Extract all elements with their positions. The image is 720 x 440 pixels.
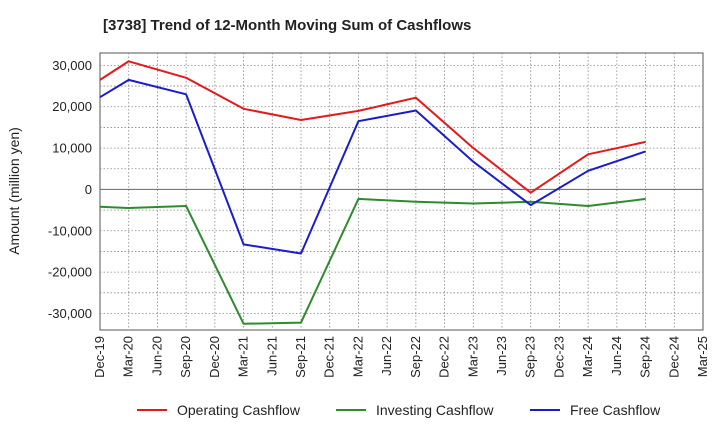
x-tick-label: Dec-23 [551, 336, 566, 378]
series-line-free-cashflow [99, 78, 646, 255]
x-tick-label: Sep-20 [178, 336, 193, 378]
x-tick-labels: Dec-19 Mar-20 Jun-20 Sep-20 Dec-20 Mar-21 Jun-… [92, 336, 710, 378]
y-axis-label: Amount (million yen) [6, 127, 22, 255]
x-tick-label: Sep-23 [523, 336, 538, 378]
legend-label: Free Cashflow [570, 402, 661, 418]
x-tick-label: Jun-23 [494, 336, 509, 376]
y-tick-label: -30,000 [48, 306, 92, 321]
y-tick-label: 10,000 [52, 141, 92, 156]
series-line-investing-cashflow [99, 197, 646, 325]
x-tick-label: Mar-23 [465, 336, 480, 377]
x-tick-label: Dec-24 [666, 336, 681, 378]
x-tick-label: Jun-20 [149, 336, 164, 376]
x-tick-label: Mar-20 [121, 336, 136, 377]
x-tick-label: Mar-24 [580, 336, 595, 377]
x-tick-label: Mar-25 [695, 336, 710, 377]
x-tick-label: Dec-22 [437, 336, 452, 378]
legend-label: Investing Cashflow [376, 402, 494, 418]
x-tick-label: Sep-22 [408, 336, 423, 378]
series-line-operating-cashflow [99, 60, 646, 194]
x-tick-label: Jun-21 [264, 336, 279, 376]
y-tick-label: -20,000 [48, 265, 92, 280]
legend: Operating Cashflow Investing Cashflow Free… [137, 402, 661, 418]
grid [100, 53, 703, 330]
x-tick-label: Sep-21 [293, 336, 308, 378]
x-tick-label: Sep-24 [638, 336, 653, 378]
x-tick-label: Dec-21 [322, 336, 337, 378]
series-group [99, 60, 646, 325]
x-tick-label: Mar-22 [350, 336, 365, 377]
plot-area [99, 52, 704, 331]
y-tick-label: 30,000 [52, 58, 92, 73]
x-tick-label: Jun-22 [379, 336, 394, 376]
x-tick-label: Jun-24 [609, 336, 624, 376]
x-tick-label: Mar-21 [236, 336, 251, 377]
legend-label: Operating Cashflow [177, 402, 301, 418]
x-tick-label: Dec-19 [92, 336, 107, 378]
y-tick-label: 0 [85, 182, 92, 197]
x-tick-label: Dec-20 [207, 336, 222, 378]
y-tick-labels: 30,000 20,000 10,000 0 -10,000 -20,000 -30,000 [48, 58, 92, 321]
y-tick-label: 20,000 [52, 99, 92, 114]
chart-title: [3738] Trend of 12-Month Moving Sum of C… [103, 17, 471, 34]
y-tick-label: -10,000 [48, 223, 92, 238]
